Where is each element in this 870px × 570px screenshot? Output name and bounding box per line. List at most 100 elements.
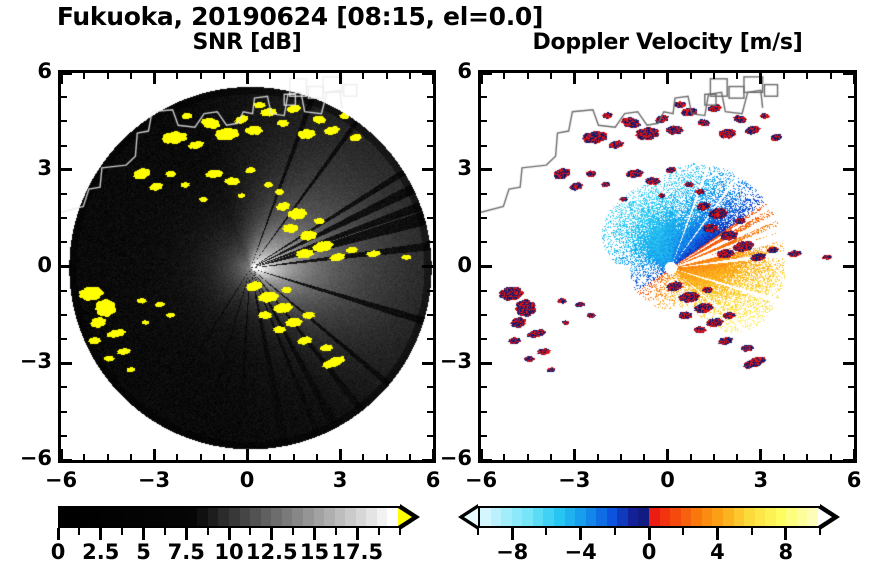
ytick-minor	[481, 338, 487, 340]
colorbar-doppler-swatch	[744, 508, 755, 526]
xtick-minor-top	[830, 73, 832, 79]
ytick-minor	[481, 290, 487, 292]
xtick-major	[666, 449, 669, 460]
colorbar-snr-swatch	[91, 508, 103, 526]
xtick-minor	[550, 454, 552, 460]
colorbar-snr-major-tick	[184, 528, 188, 540]
xtick-label: 0	[660, 468, 675, 492]
ytick-major-right	[422, 265, 433, 268]
xtick-minor	[830, 454, 832, 460]
colorbar-snr-swatch	[250, 508, 261, 526]
colorbar-snr-swatch	[366, 508, 377, 526]
xtick-minor	[713, 454, 715, 460]
xtick-minor	[643, 454, 645, 460]
xtick-minor	[736, 454, 738, 460]
xtick-minor-top	[130, 73, 132, 79]
xtick-major	[480, 449, 483, 460]
ytick-major	[61, 265, 72, 268]
plot-area-snr[interactable]	[58, 70, 436, 463]
ytick-minor	[481, 386, 487, 388]
colorbar-doppler-swatch	[543, 508, 554, 526]
colorbar-doppler-minor-tick	[682, 528, 685, 535]
colorbar-snr-swatch	[376, 508, 388, 526]
xtick-label: 3	[332, 468, 348, 492]
xtick-minor-top	[736, 73, 738, 79]
xtick-major	[339, 449, 342, 460]
xtick-minor	[107, 454, 109, 460]
ytick-major	[61, 459, 72, 462]
colorbar-snr-swatch	[334, 508, 346, 526]
xtick-minor	[386, 454, 388, 460]
colorbar-snr-swatch	[123, 508, 134, 526]
colorbar-doppler-swatch	[712, 508, 723, 526]
xtick-minor-top	[409, 73, 411, 79]
colorbar-snr-swatch	[155, 508, 166, 526]
xtick-minor-top	[362, 73, 364, 79]
ytick-minor-right	[427, 411, 433, 413]
ytick-label: −3	[439, 349, 472, 374]
plot-area-doppler[interactable]	[478, 70, 857, 463]
colorbar-snr-minor-tick	[399, 528, 401, 535]
xtick-minor	[503, 454, 505, 460]
xtick-minor-top	[550, 73, 552, 79]
ytick-minor	[481, 411, 487, 413]
colorbar-doppler-swatch	[722, 508, 734, 526]
colorbar-snr-minor-tick	[121, 528, 124, 535]
ytick-minor	[61, 145, 67, 147]
xtick-minor	[316, 454, 318, 460]
ytick-major	[61, 168, 72, 171]
xtick-major	[759, 449, 762, 460]
colorbar-snr-swatch	[133, 508, 145, 526]
ytick-minor-right	[427, 290, 433, 292]
colorbar-doppler-minor-tick	[613, 528, 616, 535]
colorbar-doppler-swatch	[796, 508, 808, 526]
colorbar-snr-swatch	[355, 508, 367, 526]
ytick-minor	[61, 217, 67, 219]
xtick-minor	[83, 454, 85, 460]
colorbar-snr-swatch	[239, 508, 251, 526]
ytick-minor	[61, 435, 67, 437]
ytick-minor	[61, 411, 67, 413]
ytick-major	[481, 168, 492, 171]
colorbar-snr-label: 2.5	[82, 540, 120, 564]
xtick-major-top	[666, 73, 669, 84]
colorbar-doppler-minor-tick	[545, 528, 548, 535]
colorbar-doppler-swatch	[627, 508, 639, 526]
colorbar-doppler-swatch	[754, 508, 766, 526]
xtick-minor-top	[269, 73, 271, 79]
xtick-major	[432, 449, 435, 460]
colorbar-doppler-minor-tick	[750, 528, 753, 535]
ytick-minor-right	[848, 120, 854, 122]
colorbar-doppler-swatch	[649, 508, 660, 526]
xtick-minor-top	[200, 73, 202, 79]
ytick-minor	[481, 145, 487, 147]
colorbar-doppler[interactable]	[478, 506, 820, 528]
ytick-minor-right	[848, 241, 854, 243]
xtick-major-top	[573, 73, 576, 84]
colorbar-doppler-label: 8	[778, 540, 794, 564]
xtick-label: 6	[425, 468, 441, 492]
colorbar-snr-label: 10	[214, 540, 244, 564]
colorbar-snr-extend-max-fill	[398, 508, 412, 526]
colorbar-doppler-swatch	[659, 508, 671, 526]
colorbar-snr[interactable]	[58, 506, 400, 528]
colorbar-snr-label: 7.5	[167, 540, 205, 564]
xtick-label: −3	[558, 468, 591, 492]
ytick-major-right	[843, 459, 854, 462]
ytick-major	[61, 362, 72, 365]
ytick-major	[481, 362, 492, 365]
xtick-minor-top	[690, 73, 692, 79]
xtick-major	[853, 449, 856, 460]
xtick-minor-top	[620, 73, 622, 79]
colorbar-snr-major-tick	[142, 528, 145, 540]
xtick-major-top	[153, 73, 156, 84]
ytick-minor-right	[427, 314, 433, 316]
colorbar-snr-minor-tick	[163, 528, 166, 535]
xtick-minor-top	[293, 73, 295, 79]
xtick-label: 3	[753, 468, 769, 492]
colorbar-snr-swatch	[292, 508, 303, 526]
xtick-minor-top	[713, 73, 715, 79]
xtick-minor	[362, 454, 364, 460]
ytick-major	[481, 72, 492, 75]
xtick-minor	[269, 454, 271, 460]
